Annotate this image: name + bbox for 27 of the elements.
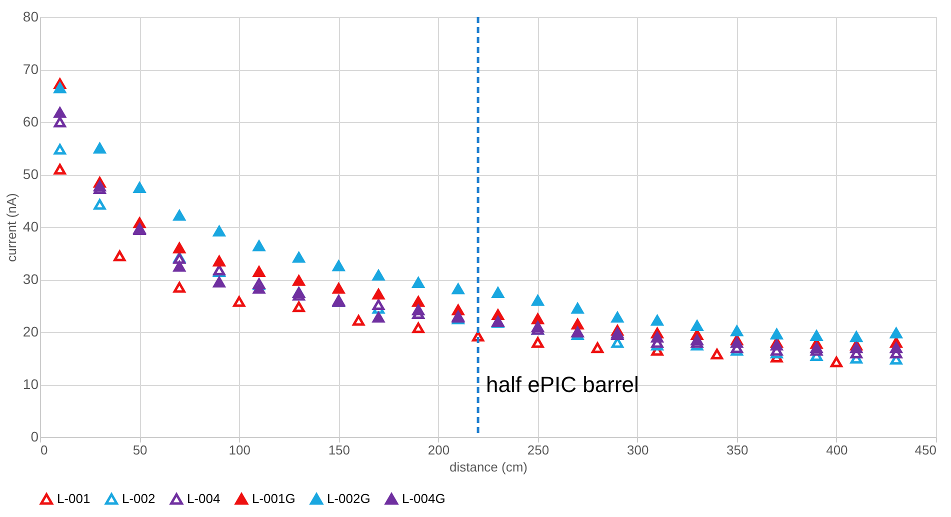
y-tick-label: 60 — [22, 114, 39, 130]
y-tick-label: 10 — [22, 376, 39, 392]
y-tick-label: 40 — [22, 218, 39, 234]
legend-label: L-002G — [327, 490, 370, 506]
y-axis-title: current (nA) — [4, 193, 19, 262]
legend-label: L-004G — [402, 490, 446, 506]
legend-label: L-004 — [187, 490, 220, 506]
x-tick-label: 450 — [914, 442, 936, 458]
legend-label: L-002 — [122, 490, 156, 506]
x-tick-label: 300 — [626, 442, 649, 458]
y-tick-label: 50 — [22, 166, 39, 182]
y-tick-label: 80 — [22, 8, 39, 24]
x-axis-title: distance (cm) — [449, 460, 528, 474]
x-tick-label: 400 — [826, 442, 848, 458]
x-tick-label: 200 — [428, 442, 450, 458]
y-tick-label: 0 — [30, 428, 39, 444]
ref-line-label: half ePIC barrel — [486, 372, 639, 397]
x-tick-label: 150 — [328, 442, 350, 458]
x-tick-label: 50 — [132, 442, 148, 458]
x-tick-label: 250 — [527, 442, 550, 458]
legend-label: L-001G — [252, 490, 296, 506]
x-tick-label: 350 — [726, 442, 748, 458]
legend-label: L-001 — [57, 490, 90, 506]
y-tick-label: 30 — [22, 271, 39, 287]
y-tick-label: 20 — [22, 324, 39, 340]
x-tick-label: 100 — [228, 442, 250, 458]
y-tick-label: 70 — [22, 61, 39, 77]
